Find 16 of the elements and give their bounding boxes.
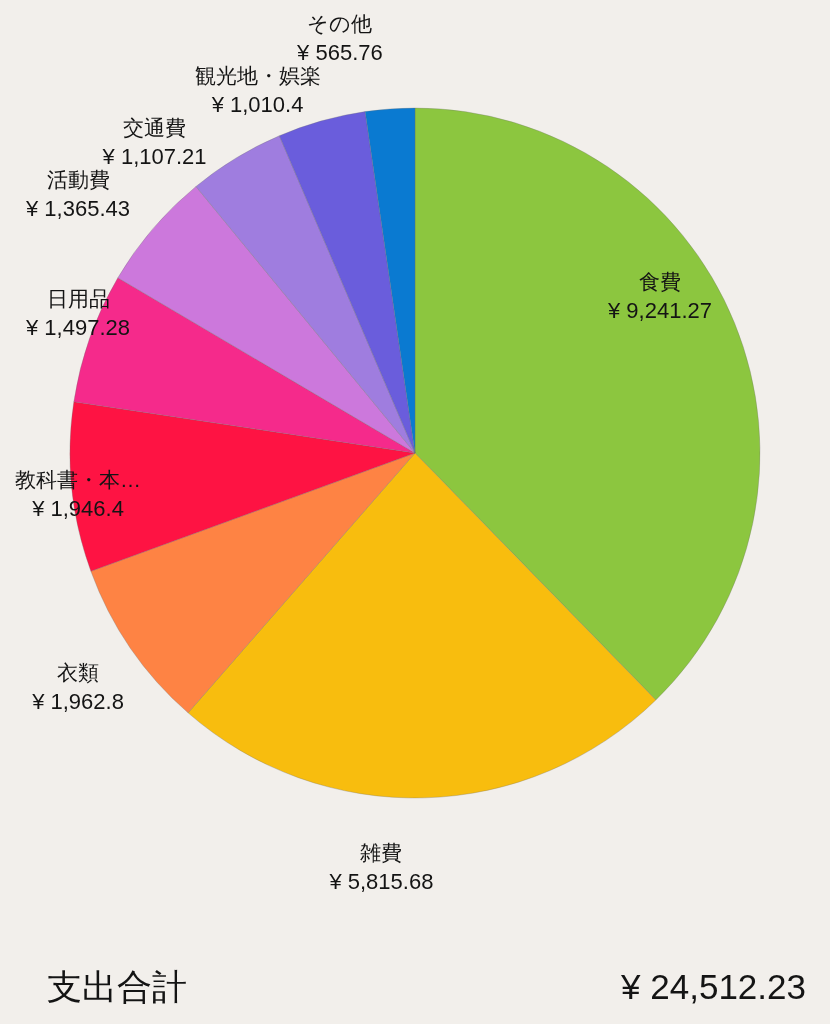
data-label: ¥ 565.76 [296, 40, 383, 66]
slice-label: 食費 [639, 269, 681, 293]
slice-label: 衣類 [57, 660, 99, 684]
text: ¥ 24,512.23 [620, 967, 806, 1006]
data-label: ¥ 1,365.43 [25, 196, 130, 222]
slice-label: 活動費 [46, 168, 110, 192]
slice-label: 観光地・娯楽 [194, 64, 321, 88]
data-label: ¥ 5,815.68 [328, 868, 434, 894]
text: 支出合計 [47, 967, 187, 1006]
data-label: ¥ 9,241.27 [607, 297, 712, 323]
data-label: ¥ 1,107.21 [101, 144, 207, 170]
slice-label: その他 [307, 12, 373, 36]
data-label: ¥ 1,962.8 [31, 688, 124, 714]
slice-label: 交通費 [123, 116, 187, 140]
data-label: ¥ 1,010.4 [210, 92, 304, 118]
slice-label: 雑費 [360, 840, 403, 864]
